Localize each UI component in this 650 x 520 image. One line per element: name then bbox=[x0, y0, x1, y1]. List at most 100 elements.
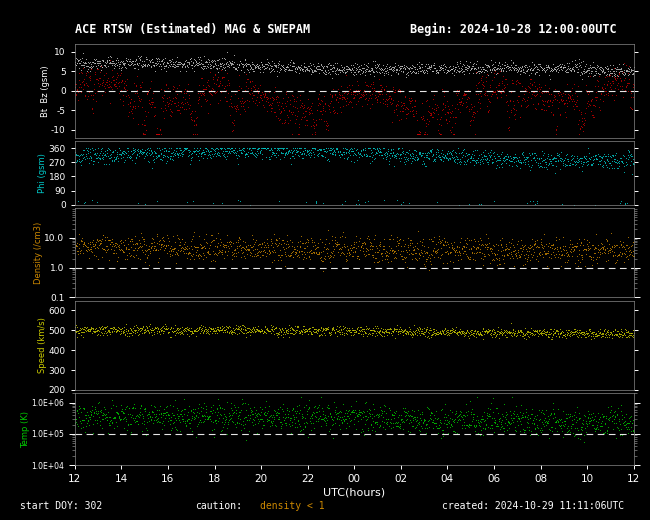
Point bbox=[170, 327, 180, 335]
Point bbox=[313, 325, 324, 333]
Point bbox=[500, 244, 510, 253]
Point bbox=[195, 144, 205, 152]
Point bbox=[202, 147, 213, 155]
Point bbox=[489, 326, 499, 334]
Point bbox=[410, 69, 421, 77]
Point bbox=[82, 146, 92, 154]
Point bbox=[264, 413, 274, 421]
Point bbox=[517, 425, 528, 433]
Point bbox=[86, 196, 97, 204]
Point bbox=[582, 330, 592, 339]
Point bbox=[610, 241, 620, 250]
Point bbox=[211, 61, 222, 69]
Point bbox=[504, 328, 515, 336]
Point bbox=[511, 160, 521, 168]
Point bbox=[270, 62, 280, 70]
Point bbox=[98, 324, 109, 332]
Point bbox=[303, 325, 313, 333]
Point bbox=[553, 61, 564, 70]
Point bbox=[625, 93, 636, 101]
Point bbox=[134, 242, 144, 251]
Point bbox=[126, 428, 136, 436]
Point bbox=[118, 149, 128, 157]
Point bbox=[534, 59, 545, 68]
Point bbox=[319, 67, 330, 75]
Point bbox=[324, 409, 335, 418]
Point bbox=[157, 55, 168, 63]
Point bbox=[359, 90, 369, 99]
Point bbox=[467, 155, 477, 164]
Point bbox=[125, 57, 135, 66]
Point bbox=[103, 62, 113, 70]
Point bbox=[194, 93, 204, 101]
Point bbox=[106, 245, 116, 254]
Point bbox=[603, 150, 613, 158]
Point bbox=[621, 60, 632, 69]
Point bbox=[444, 105, 454, 113]
Point bbox=[240, 151, 250, 159]
Point bbox=[317, 327, 327, 335]
Point bbox=[135, 97, 145, 105]
Point bbox=[388, 85, 398, 93]
Point bbox=[103, 144, 113, 152]
Point bbox=[520, 84, 530, 93]
Point bbox=[517, 411, 527, 420]
Point bbox=[566, 327, 576, 335]
Point bbox=[224, 57, 234, 65]
Point bbox=[516, 158, 526, 166]
Point bbox=[217, 248, 228, 256]
Point bbox=[541, 61, 552, 69]
Point bbox=[469, 108, 479, 116]
Point bbox=[495, 88, 505, 96]
Point bbox=[268, 96, 278, 105]
Point bbox=[510, 410, 520, 418]
Point bbox=[96, 61, 107, 70]
Point bbox=[294, 409, 304, 418]
Point bbox=[545, 66, 556, 74]
Point bbox=[341, 424, 352, 432]
Point bbox=[385, 324, 395, 333]
Point bbox=[136, 242, 147, 250]
Point bbox=[176, 327, 187, 335]
Point bbox=[572, 92, 582, 100]
Point bbox=[318, 329, 329, 337]
Point bbox=[629, 63, 639, 72]
Point bbox=[563, 61, 573, 70]
Point bbox=[381, 251, 391, 259]
Point bbox=[562, 101, 572, 110]
Point bbox=[72, 407, 83, 415]
Point bbox=[612, 64, 622, 73]
Point bbox=[96, 66, 106, 74]
Point bbox=[460, 328, 471, 336]
Point bbox=[456, 412, 467, 421]
Point bbox=[530, 414, 541, 423]
Point bbox=[568, 432, 578, 440]
Point bbox=[371, 98, 382, 107]
Point bbox=[200, 62, 210, 70]
Point bbox=[622, 425, 632, 433]
Point bbox=[176, 322, 187, 331]
Y-axis label: Density (/cm3): Density (/cm3) bbox=[34, 222, 43, 284]
Point bbox=[146, 326, 157, 334]
Point bbox=[597, 153, 607, 161]
Point bbox=[438, 66, 448, 74]
Point bbox=[404, 96, 414, 105]
Point bbox=[593, 424, 603, 433]
Point bbox=[214, 326, 224, 334]
Point bbox=[426, 409, 437, 418]
Point bbox=[556, 92, 567, 100]
Point bbox=[325, 146, 335, 154]
Point bbox=[138, 116, 149, 124]
Point bbox=[382, 64, 393, 72]
Point bbox=[517, 148, 528, 156]
Point bbox=[586, 253, 596, 262]
Point bbox=[140, 407, 150, 415]
Point bbox=[93, 158, 103, 166]
Point bbox=[267, 323, 278, 331]
Point bbox=[532, 161, 543, 170]
Point bbox=[415, 237, 425, 245]
Point bbox=[504, 419, 514, 427]
Point bbox=[569, 330, 579, 339]
Point bbox=[146, 416, 156, 424]
Point bbox=[510, 61, 521, 69]
